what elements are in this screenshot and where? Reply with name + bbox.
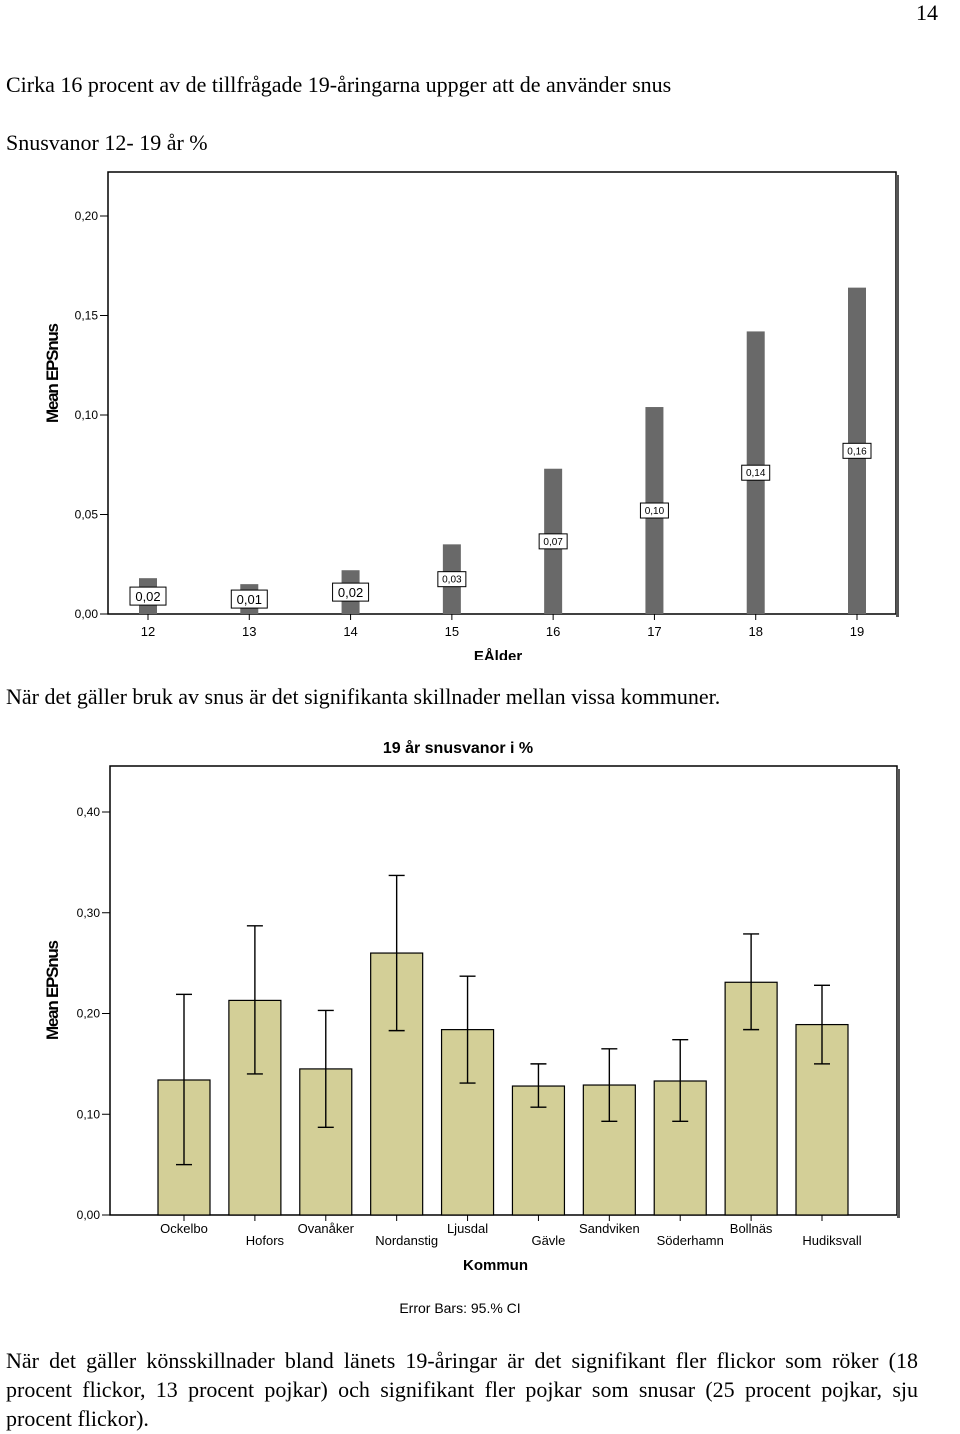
x-tick-label: Ljusdal — [447, 1221, 488, 1236]
x-tick-label: Hudiksvall — [802, 1233, 861, 1248]
chart1-heading: Snusvanor 12- 19 år % — [6, 130, 208, 155]
y-axis-title: Mean EPSnus — [43, 940, 62, 1040]
x-axis-title: EÅlder — [474, 648, 523, 660]
x-tick-label: Gävle — [531, 1233, 565, 1248]
x-tick-label: Bollnäs — [730, 1221, 773, 1236]
data-label-box — [538, 533, 568, 550]
x-tick-label: 15 — [445, 624, 459, 639]
y-tick-label: 0,20 — [77, 1007, 101, 1021]
x-tick-label: 13 — [242, 624, 256, 639]
data-label: 0,01 — [237, 592, 262, 607]
x-tick-label: Nordanstig — [375, 1233, 438, 1248]
y-tick-label: 0,15 — [75, 309, 99, 323]
data-label: 0,03 — [442, 575, 462, 586]
x-tick-label: 18 — [748, 624, 762, 639]
x-tick-label: Söderhamn — [657, 1233, 724, 1248]
x-tick-label: Sandviken — [579, 1221, 640, 1236]
data-label: 0,14 — [746, 468, 766, 479]
y-tick-label: 0,00 — [75, 607, 99, 621]
x-tick-label: 14 — [343, 624, 357, 639]
x-tick-label: 19 — [850, 624, 864, 639]
frame-shadow — [897, 769, 900, 1218]
y-tick-label: 0,05 — [75, 508, 99, 522]
data-label-box — [639, 502, 669, 519]
data-label-box — [230, 589, 268, 609]
closing-text: När det gäller könsskillnader bland läne… — [6, 1348, 918, 1431]
data-label: 0,02 — [338, 585, 363, 600]
x-tick-label: Hofors — [246, 1233, 285, 1248]
x-tick-label: 12 — [141, 624, 155, 639]
data-label: 0,02 — [135, 589, 160, 604]
page-number: 14 — [916, 0, 938, 25]
data-label-box — [332, 582, 370, 602]
error-bars-note: Error Bars: 95.% CI — [399, 1300, 520, 1316]
y-tick-label: 0,10 — [77, 1107, 101, 1121]
x-tick-label: Ovanåker — [298, 1221, 355, 1236]
y-tick-label: 0,30 — [77, 906, 101, 920]
x-tick-label: 16 — [546, 624, 560, 639]
x-tick-label: Ockelbo — [160, 1221, 208, 1236]
data-label-box — [741, 464, 771, 481]
age-bar-chart: 0,00 0,05 0,10 0,15 0,20 12 0,02 13 0,01 14 0,02 15… — [43, 171, 899, 660]
middle-text: När det gäller bruk av snus är det signi… — [6, 684, 721, 709]
y-tick-label: 0,00 — [77, 1208, 101, 1222]
y-tick-label: 0,20 — [75, 209, 99, 223]
data-label: 0,16 — [847, 446, 867, 457]
x-axis-title: Kommun — [463, 1257, 528, 1274]
data-label-box — [437, 571, 467, 588]
data-label-box — [842, 442, 872, 459]
y-tick-label: 0,10 — [75, 408, 99, 422]
plot-frame — [107, 171, 897, 615]
data-label: 0,10 — [645, 506, 665, 517]
kommun-bar-chart: 19 år snusvanor i % 0,00 0,10 0,20 0,30 0,40 O… — [43, 739, 900, 1316]
plot-frame — [109, 765, 898, 1216]
intro-text: Cirka 16 procent av de tillfrågade 19-år… — [6, 72, 672, 97]
y-tick-label: 0,40 — [77, 805, 101, 819]
y-axis-title: Mean EPSnus — [43, 323, 62, 423]
data-label: 0,07 — [543, 537, 563, 548]
data-label-box — [129, 586, 167, 606]
x-tick-label: 17 — [647, 624, 661, 639]
frame-shadow — [896, 175, 899, 617]
chart-title: 19 år snusvanor i % — [383, 739, 533, 757]
